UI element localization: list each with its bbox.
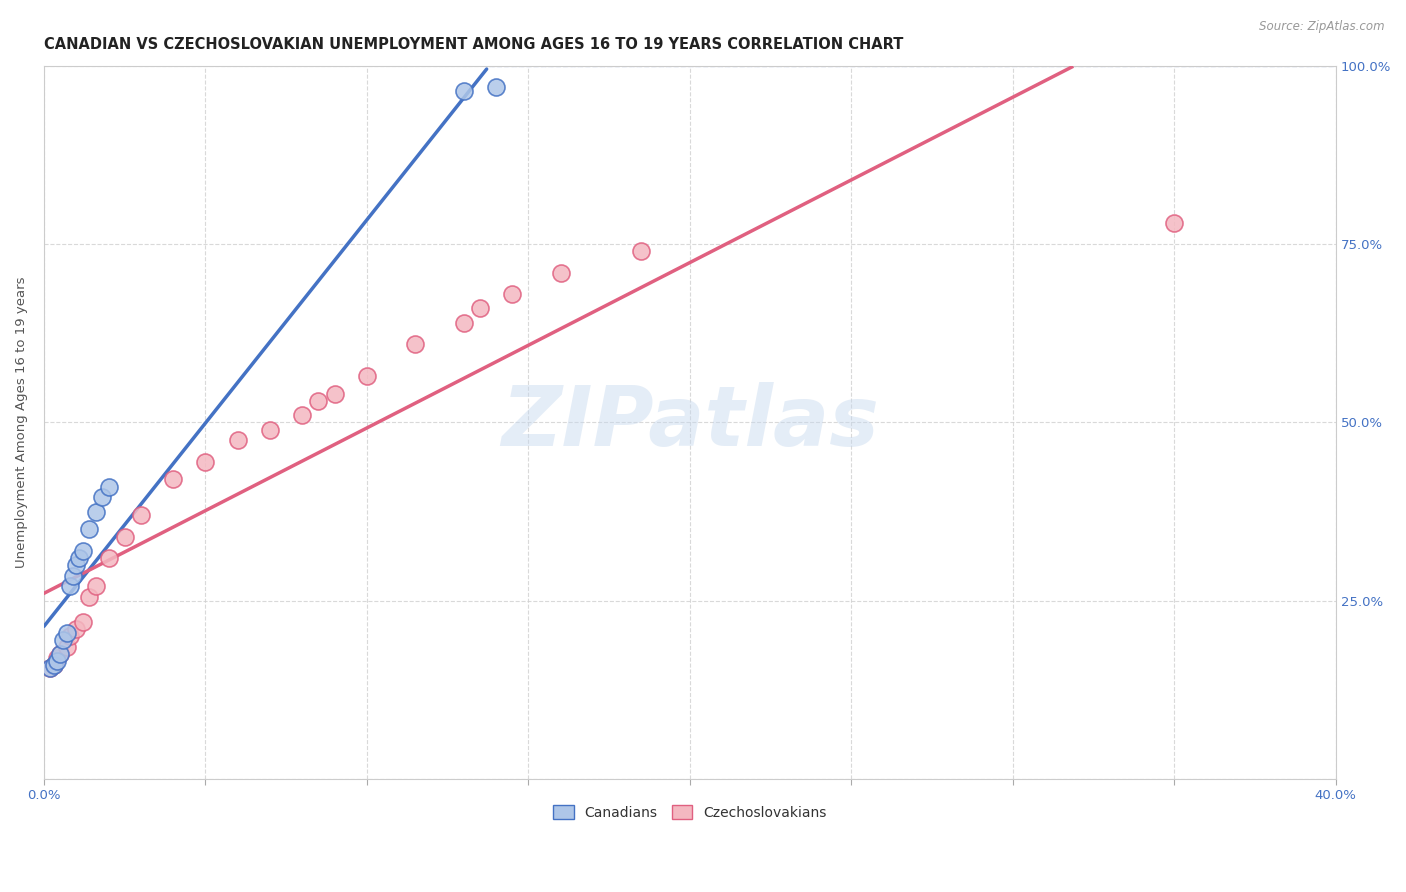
- Point: [501, 287, 523, 301]
- Point: [45, 650, 67, 665]
- Text: ZIPatlas: ZIPatlas: [501, 382, 879, 463]
- Point: [77, 590, 100, 604]
- Point: [97, 550, 120, 565]
- Point: [72, 543, 94, 558]
- Point: [39, 661, 62, 675]
- Point: [77, 522, 100, 536]
- Point: [59, 579, 82, 593]
- Point: [69, 550, 91, 565]
- Point: [468, 301, 491, 316]
- Point: [194, 455, 217, 469]
- Point: [62, 568, 84, 582]
- Point: [404, 337, 426, 351]
- Point: [97, 480, 120, 494]
- Legend: Canadians, Czechoslovakians: Canadians, Czechoslovakians: [547, 799, 832, 825]
- Point: [323, 387, 346, 401]
- Point: [308, 394, 330, 409]
- Point: [485, 80, 508, 95]
- Point: [45, 654, 67, 668]
- Point: [39, 661, 62, 675]
- Point: [453, 316, 475, 330]
- Point: [259, 423, 281, 437]
- Point: [129, 508, 152, 522]
- Point: [114, 529, 136, 543]
- Point: [49, 647, 72, 661]
- Y-axis label: Unemployment Among Ages 16 to 19 years: Unemployment Among Ages 16 to 19 years: [15, 277, 28, 568]
- Point: [91, 491, 114, 505]
- Point: [226, 434, 249, 448]
- Point: [84, 579, 107, 593]
- Point: [72, 615, 94, 629]
- Point: [65, 622, 87, 636]
- Point: [630, 244, 652, 259]
- Point: [1163, 216, 1185, 230]
- Point: [59, 629, 82, 643]
- Point: [453, 84, 475, 98]
- Point: [162, 473, 184, 487]
- Point: [42, 657, 65, 672]
- Point: [49, 647, 72, 661]
- Point: [84, 504, 107, 518]
- Point: [55, 640, 77, 654]
- Text: CANADIAN VS CZECHOSLOVAKIAN UNEMPLOYMENT AMONG AGES 16 TO 19 YEARS CORRELATION C: CANADIAN VS CZECHOSLOVAKIAN UNEMPLOYMENT…: [44, 37, 903, 53]
- Point: [356, 369, 378, 384]
- Point: [65, 558, 87, 572]
- Point: [291, 409, 314, 423]
- Point: [42, 657, 65, 672]
- Point: [52, 632, 75, 647]
- Text: Source: ZipAtlas.com: Source: ZipAtlas.com: [1260, 20, 1385, 33]
- Point: [550, 266, 572, 280]
- Point: [55, 625, 77, 640]
